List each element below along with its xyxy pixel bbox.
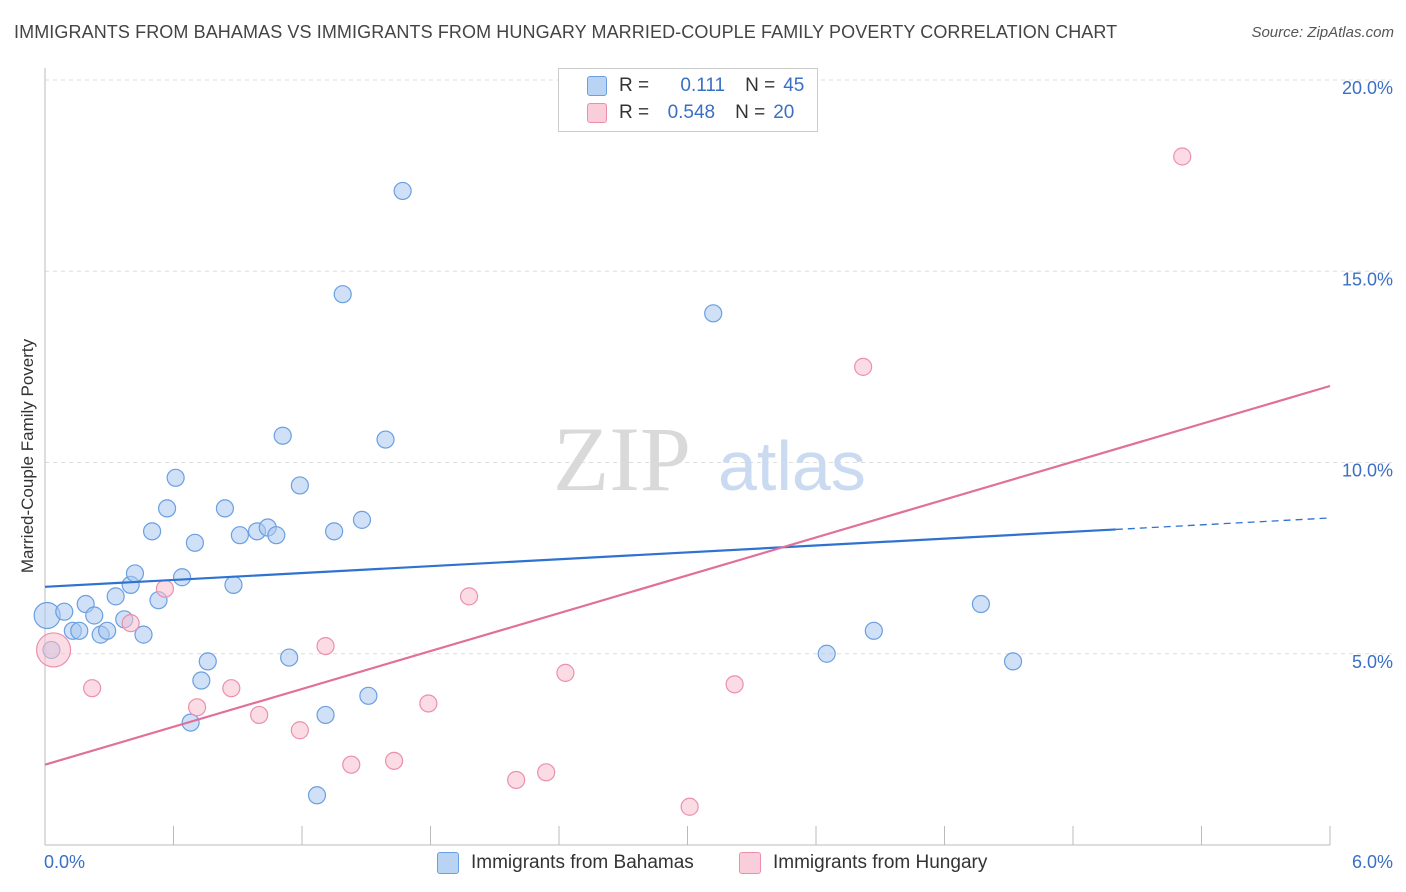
legend-n-value-hungary: 20 [773, 102, 795, 123]
hungary-point [459, 587, 479, 606]
correlation-legend: R = 0.111 N = 45 R = 0.548 N = 20 [558, 68, 818, 132]
chart-title: IMMIGRANTS FROM BAHAMAS VS IMMIGRANTS FR… [14, 22, 1118, 42]
hungary-point [342, 755, 361, 774]
legend-n-label: N = [745, 75, 776, 96]
legend-row-hungary: R = 0.548 N = 20 [587, 100, 794, 126]
legend-swatch-hungary [587, 103, 607, 123]
bahamas-point [280, 648, 299, 667]
hungary-trend-line [44, 384, 1331, 766]
bahamas-point [230, 526, 249, 545]
bahamas-trend-line [44, 528, 1116, 588]
bahamas-point [376, 430, 395, 449]
legend-swatch-bahamas [587, 76, 607, 96]
y-tick-label: 20.0% [1342, 78, 1393, 98]
bahamas-point [125, 564, 145, 583]
bahamas-point [142, 522, 162, 541]
hungary-point [384, 751, 404, 770]
x-tick-label-max: 6.0% [1351, 852, 1393, 872]
watermark-zip: ZIP [553, 408, 691, 510]
bottom-legend-label-bahamas: Immigrants from Bahamas [471, 852, 694, 873]
bahamas-trend-line-extension [1115, 517, 1331, 531]
hungary-point [725, 675, 744, 694]
bahamas-point [817, 644, 836, 663]
hungary-point [507, 770, 526, 790]
y-tick-label: 15.0% [1342, 269, 1393, 289]
bottom-legend-bahamas: Immigrants from Bahamas [437, 852, 694, 874]
bahamas-point [290, 476, 309, 495]
bahamas-point [352, 510, 372, 529]
hungary-point [680, 797, 699, 816]
bahamas-point [864, 621, 883, 640]
bahamas-point [704, 304, 723, 323]
bahamas-point [106, 587, 125, 606]
watermark-atlas: atlas [718, 427, 866, 505]
bottom-legend-swatch-hungary [739, 852, 761, 874]
hungary-point [537, 763, 556, 782]
bahamas-point [273, 426, 292, 445]
bahamas-point [85, 606, 104, 625]
hungary-point [250, 705, 269, 725]
hungary-point [556, 663, 575, 682]
legend-r-label: R = [619, 102, 650, 123]
bahamas-point [198, 652, 217, 671]
bahamas-point [172, 568, 192, 587]
source-label: Source: ZipAtlas.com [1251, 24, 1394, 41]
hungary-point [121, 614, 140, 633]
y-tick-labels: 5.0% 10.0% 15.0% 20.0% [1342, 78, 1393, 672]
hungary-point [35, 632, 72, 668]
hungary-point [222, 679, 241, 698]
trend-lines [44, 384, 1331, 766]
bottom-legend-hungary: Immigrants from Hungary [739, 852, 987, 874]
legend-n-value-bahamas: 45 [783, 75, 805, 96]
bahamas-point [224, 575, 243, 595]
bottom-legend-label-hungary: Immigrants from Hungary [773, 852, 988, 873]
bahamas-point [971, 594, 991, 614]
bahamas-point [157, 499, 177, 518]
grid-lines [45, 79, 1392, 655]
bahamas-point [70, 621, 89, 640]
y-tick-label: 5.0% [1352, 652, 1393, 672]
bahamas-point [316, 705, 335, 725]
bahamas-point [215, 499, 234, 518]
bahamas-point [1003, 652, 1023, 671]
hungary-point [419, 694, 438, 713]
bahamas-point [333, 285, 352, 304]
y-tick-label: 10.0% [1342, 461, 1393, 481]
bahamas-point [307, 786, 327, 805]
axes [44, 68, 1331, 846]
hungary-point [1173, 147, 1192, 166]
legend-r-value-hungary: 0.548 [667, 102, 716, 123]
legend-r-label: R = [619, 75, 650, 96]
bahamas-point [55, 602, 74, 621]
hungary-point [187, 698, 207, 717]
hungary-point [854, 357, 873, 376]
bahamas-point [166, 468, 185, 487]
bahamas-point [393, 181, 412, 201]
x-tick-label-min: 0.0% [44, 852, 86, 872]
bahamas-point [359, 686, 378, 705]
watermark: ZIP atlas [553, 408, 866, 510]
bahamas-point [325, 522, 344, 541]
bottom-legend-swatch-bahamas [437, 852, 459, 874]
legend-n-label: N = [735, 102, 766, 123]
legend-row-bahamas: R = 0.111 N = 45 [587, 73, 804, 99]
data-points [33, 147, 1192, 816]
bahamas-point [185, 533, 205, 552]
hungary-point [83, 679, 102, 698]
bahamas-point [134, 625, 153, 644]
hungary-point [290, 721, 309, 740]
legend-r-value-bahamas: 0.111 [680, 75, 726, 96]
hungary-point [316, 636, 335, 656]
bahamas-point [192, 671, 211, 690]
bahamas-point [267, 526, 286, 545]
bahamas-point [98, 621, 117, 640]
hungary-point [155, 579, 175, 598]
